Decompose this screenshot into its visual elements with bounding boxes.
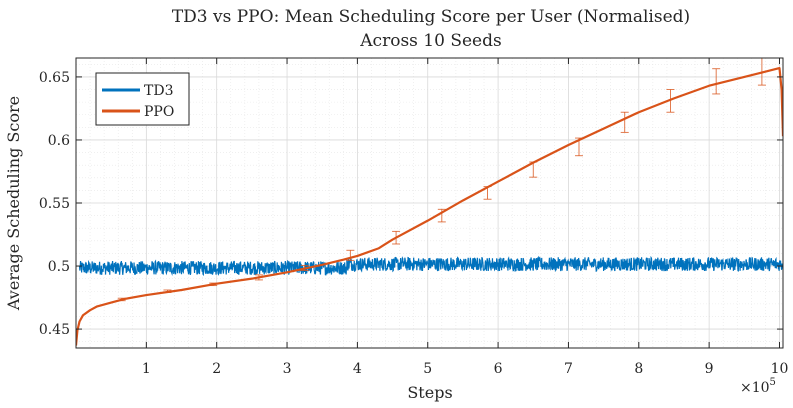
ppo-error-bar — [529, 161, 538, 178]
ppo-error-bar — [300, 264, 309, 271]
y-axis-ticks: 0.45 0.5 0.55 0.6 0.65 — [39, 70, 783, 338]
td3-series-line — [78, 255, 783, 277]
legend-label-td3: TD3 — [144, 83, 173, 99]
y-tick-label: 0.45 — [39, 322, 70, 338]
ppo-error-bar — [666, 89, 675, 113]
x-tick-label: 7 — [564, 361, 573, 377]
x-tick-label: 1 — [142, 361, 151, 377]
x-axis-multiplier: ×105 — [740, 377, 776, 396]
ppo-error-bar — [620, 111, 629, 133]
ppo-error-bar — [346, 249, 355, 261]
legend-label-ppo: PPO — [144, 104, 174, 120]
y-tick-label: 0.5 — [48, 259, 70, 275]
ppo-error-bar — [574, 137, 583, 157]
x-tick-label: 5 — [423, 361, 432, 377]
x-axis-label: Steps — [407, 383, 452, 402]
chart-title: TD3 vs PPO: Mean Scheduling Score per Us… — [172, 7, 690, 27]
ppo-error-bar — [712, 68, 721, 95]
x-tick-label: 9 — [705, 361, 714, 377]
series-layer — [76, 58, 783, 346]
x-tick-label: 10 — [771, 361, 789, 377]
x-tick-label: 2 — [212, 361, 221, 377]
ppo-error-bar — [209, 282, 218, 287]
y-tick-label: 0.65 — [39, 70, 70, 86]
ppo-error-bar — [254, 274, 263, 281]
y-tick-label: 0.6 — [48, 133, 70, 149]
x-tick-label: 8 — [634, 361, 643, 377]
x-axis-multiplier-base: ×10 — [740, 380, 770, 396]
chart-subtitle: Across 10 Seeds — [359, 31, 501, 51]
x-axis-multiplier-exponent: 5 — [770, 377, 776, 388]
y-tick-label: 0.55 — [39, 196, 70, 212]
y-axis-label: Average Scheduling Score — [4, 96, 23, 311]
ppo-error-bar — [117, 297, 126, 302]
ppo-error-bar — [757, 58, 766, 86]
x-tick-label: 6 — [494, 361, 503, 377]
ppo-error-bar — [437, 208, 446, 223]
legend: TD3 PPO — [95, 72, 190, 126]
legend-box — [95, 72, 190, 126]
x-tick-label: 3 — [283, 361, 292, 377]
ppo-error-bar — [392, 230, 401, 245]
ppo-series-line — [76, 66, 783, 346]
x-axis-ticks: 1 2 3 4 5 6 7 8 9 10 — [142, 58, 789, 377]
ppo-error-bar — [163, 289, 172, 293]
ppo-error-bar — [483, 186, 492, 200]
x-tick-label: 4 — [353, 361, 362, 377]
